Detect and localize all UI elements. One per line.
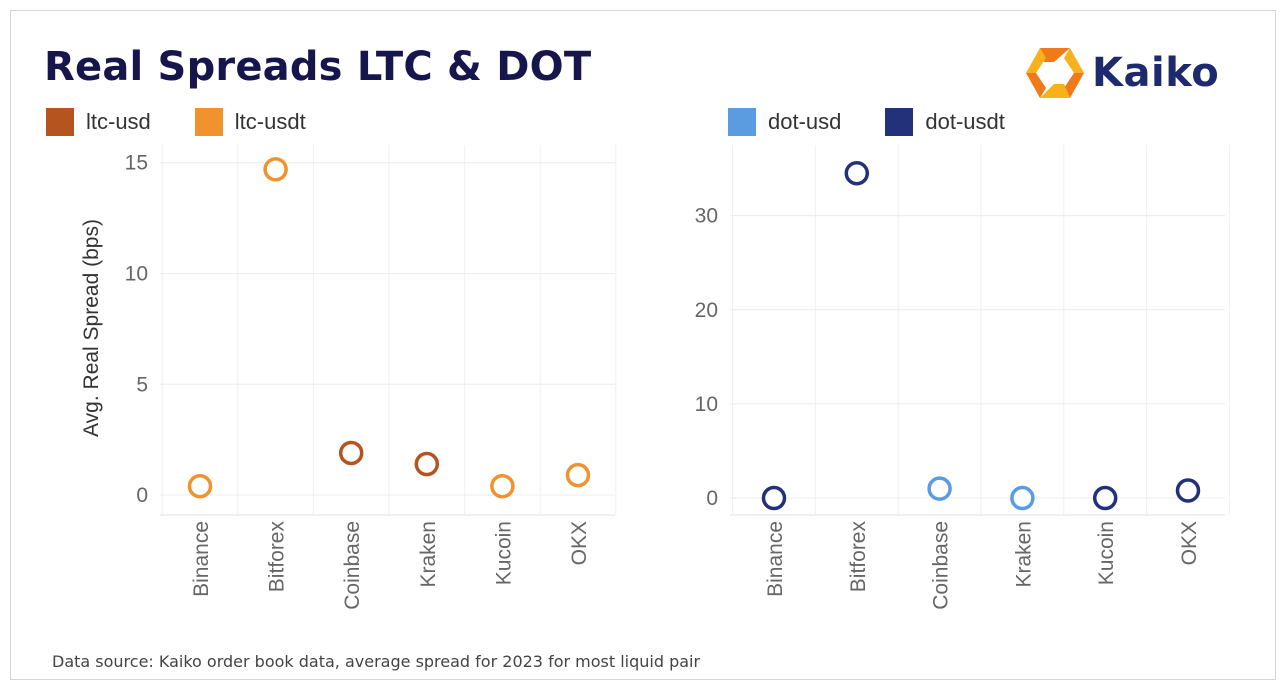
legend-label: ltc-usd <box>86 109 151 134</box>
logo-text: Kaiko <box>1092 50 1220 96</box>
x-tick-label: Kraken <box>1012 521 1035 588</box>
x-tick-label: Bitforex <box>266 521 289 593</box>
data-point-dot-usdt <box>1092 485 1118 511</box>
logo-shape-left-bottom <box>1026 73 1046 98</box>
x-tick-label: Binance <box>764 521 787 597</box>
kaiko-logo: Kaiko <box>1024 44 1224 104</box>
legend-swatch <box>885 108 914 136</box>
y-tick-label: 10 <box>125 263 148 286</box>
data-point-dot-usdt <box>761 485 787 511</box>
y-tick-label: 30 <box>695 205 718 228</box>
logo-shape-left-top <box>1026 48 1046 73</box>
x-tick-label: Kucoin <box>1095 521 1118 585</box>
legend-left: ltc-usd ltc-usdt <box>46 108 350 136</box>
y-tick-label: 0 <box>706 487 718 510</box>
logo-shape-right-top <box>1064 48 1084 73</box>
legend-label: dot-usdt <box>925 109 1005 134</box>
x-tick-label: Bitforex <box>847 521 870 593</box>
legend-item-dot-usdt: dot-usdt <box>885 108 1005 136</box>
legend-swatch <box>728 108 756 136</box>
legend-label: ltc-usdt <box>234 109 306 134</box>
legend-swatch <box>46 108 74 136</box>
data-point-dot-usdt <box>1175 478 1201 503</box>
y-tick-label: 0 <box>136 484 148 507</box>
logo-shape-right-bottom <box>1064 73 1084 98</box>
data-source-note: Data source: Kaiko order book data, aver… <box>52 652 701 671</box>
legend-item-ltc-usdt: ltc-usdt <box>194 108 306 136</box>
data-point-ltc-usd <box>338 440 364 466</box>
y-tick-label: 5 <box>136 373 148 396</box>
data-point-ltc-usd <box>414 451 440 477</box>
y-tick-label: 10 <box>695 393 718 416</box>
legend-item-ltc-usd: ltc-usd <box>46 108 151 136</box>
chart-title: Real Spreads LTC & DOT <box>44 44 592 90</box>
data-point-ltc-usdt <box>187 473 213 499</box>
y-tick-label: 20 <box>695 299 718 322</box>
legend-item-dot-usd: dot-usd <box>728 108 841 136</box>
data-point-dot-usd <box>1010 485 1035 511</box>
logo-shape-bottom <box>1040 84 1070 98</box>
data-point-ltc-usdt <box>263 157 288 182</box>
data-point-ltc-usdt <box>565 462 591 488</box>
logo-shape-top <box>1040 48 1070 62</box>
x-tick-label: Kraken <box>417 521 440 588</box>
data-point-dot-usdt <box>844 160 870 186</box>
y-axis-label: Avg. Real Spread (bps) <box>80 219 103 437</box>
x-tick-label: OKX <box>568 521 591 565</box>
x-tick-label: Kucoin <box>492 521 515 585</box>
data-point-ltc-usdt <box>490 473 515 499</box>
data-point-dot-usd <box>927 476 952 501</box>
x-tick-label: Binance <box>190 521 213 597</box>
x-tick-label: OKX <box>1178 521 1201 565</box>
legend-swatch <box>194 108 223 136</box>
x-tick-label: Coinbase <box>930 521 953 610</box>
y-tick-label: 15 <box>125 152 148 175</box>
legend-right: dot-usd dot-usdt <box>728 108 1049 136</box>
legend-label: dot-usd <box>768 109 842 134</box>
kaiko-hexagon-logo-icon <box>1026 48 1084 98</box>
x-tick-label: Coinbase <box>341 521 364 610</box>
